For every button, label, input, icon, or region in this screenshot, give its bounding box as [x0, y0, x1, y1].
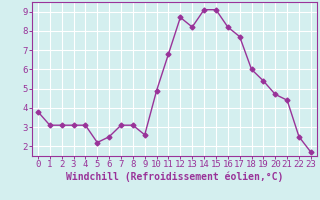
X-axis label: Windchill (Refroidissement éolien,°C): Windchill (Refroidissement éolien,°C) — [66, 172, 283, 182]
